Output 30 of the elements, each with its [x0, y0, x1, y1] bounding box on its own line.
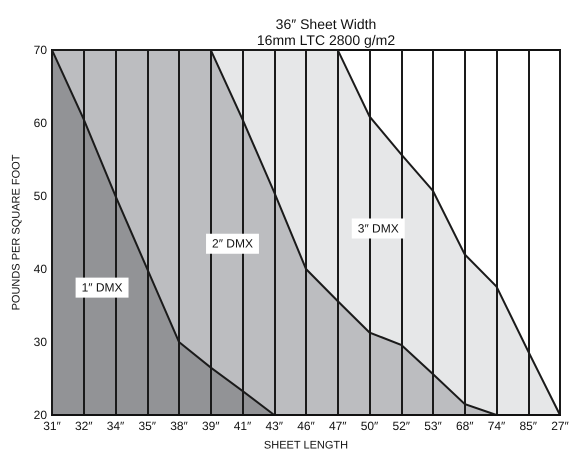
x-tick-label: 38″ [170, 419, 189, 433]
x-tick-label: 35″ [138, 419, 157, 433]
x-tick-label: 47″ [328, 419, 348, 433]
x-tick-label: 53″ [424, 419, 443, 433]
x-axis-title: SHEET LENGTH [264, 440, 348, 452]
x-tick-label: 32″ [74, 419, 94, 433]
series-label: 2″ DMX [212, 236, 253, 251]
x-tick-label: 85″ [519, 419, 538, 433]
x-tick-label: 39″ [202, 419, 220, 433]
x-tick-label: 50″ [360, 419, 380, 433]
chart-title: 36″ Sheet Width [276, 16, 376, 32]
y-tick-label: 70 [34, 43, 48, 57]
x-tick-label: 31″ [43, 419, 62, 433]
x-tick-label: 52″ [392, 419, 411, 433]
x-tick-label: 34″ [106, 419, 126, 433]
x-tick-label: 68″ [456, 419, 474, 433]
y-tick-label: 60 [34, 116, 48, 130]
series-label: 3″ DMX [358, 222, 399, 236]
y-tick-label: 30 [34, 335, 48, 349]
x-tick-label: 74″ [488, 419, 506, 433]
x-tick-label: 46″ [297, 419, 316, 433]
y-tick-label: 50 [34, 189, 48, 203]
x-tick-label: 41″ [234, 419, 252, 433]
y-tick-label: 20 [34, 408, 48, 422]
x-tick-label: 43″ [265, 419, 284, 433]
y-axis-title: POUNDS PER SQUARE FOOT [10, 154, 22, 310]
series-label: 1″ DMX [82, 280, 123, 295]
y-tick-label: 40 [34, 262, 48, 276]
chart-subtitle: 16mm LTC 2800 g/m2 [256, 32, 396, 48]
x-tick-label: 27″ [551, 419, 570, 433]
